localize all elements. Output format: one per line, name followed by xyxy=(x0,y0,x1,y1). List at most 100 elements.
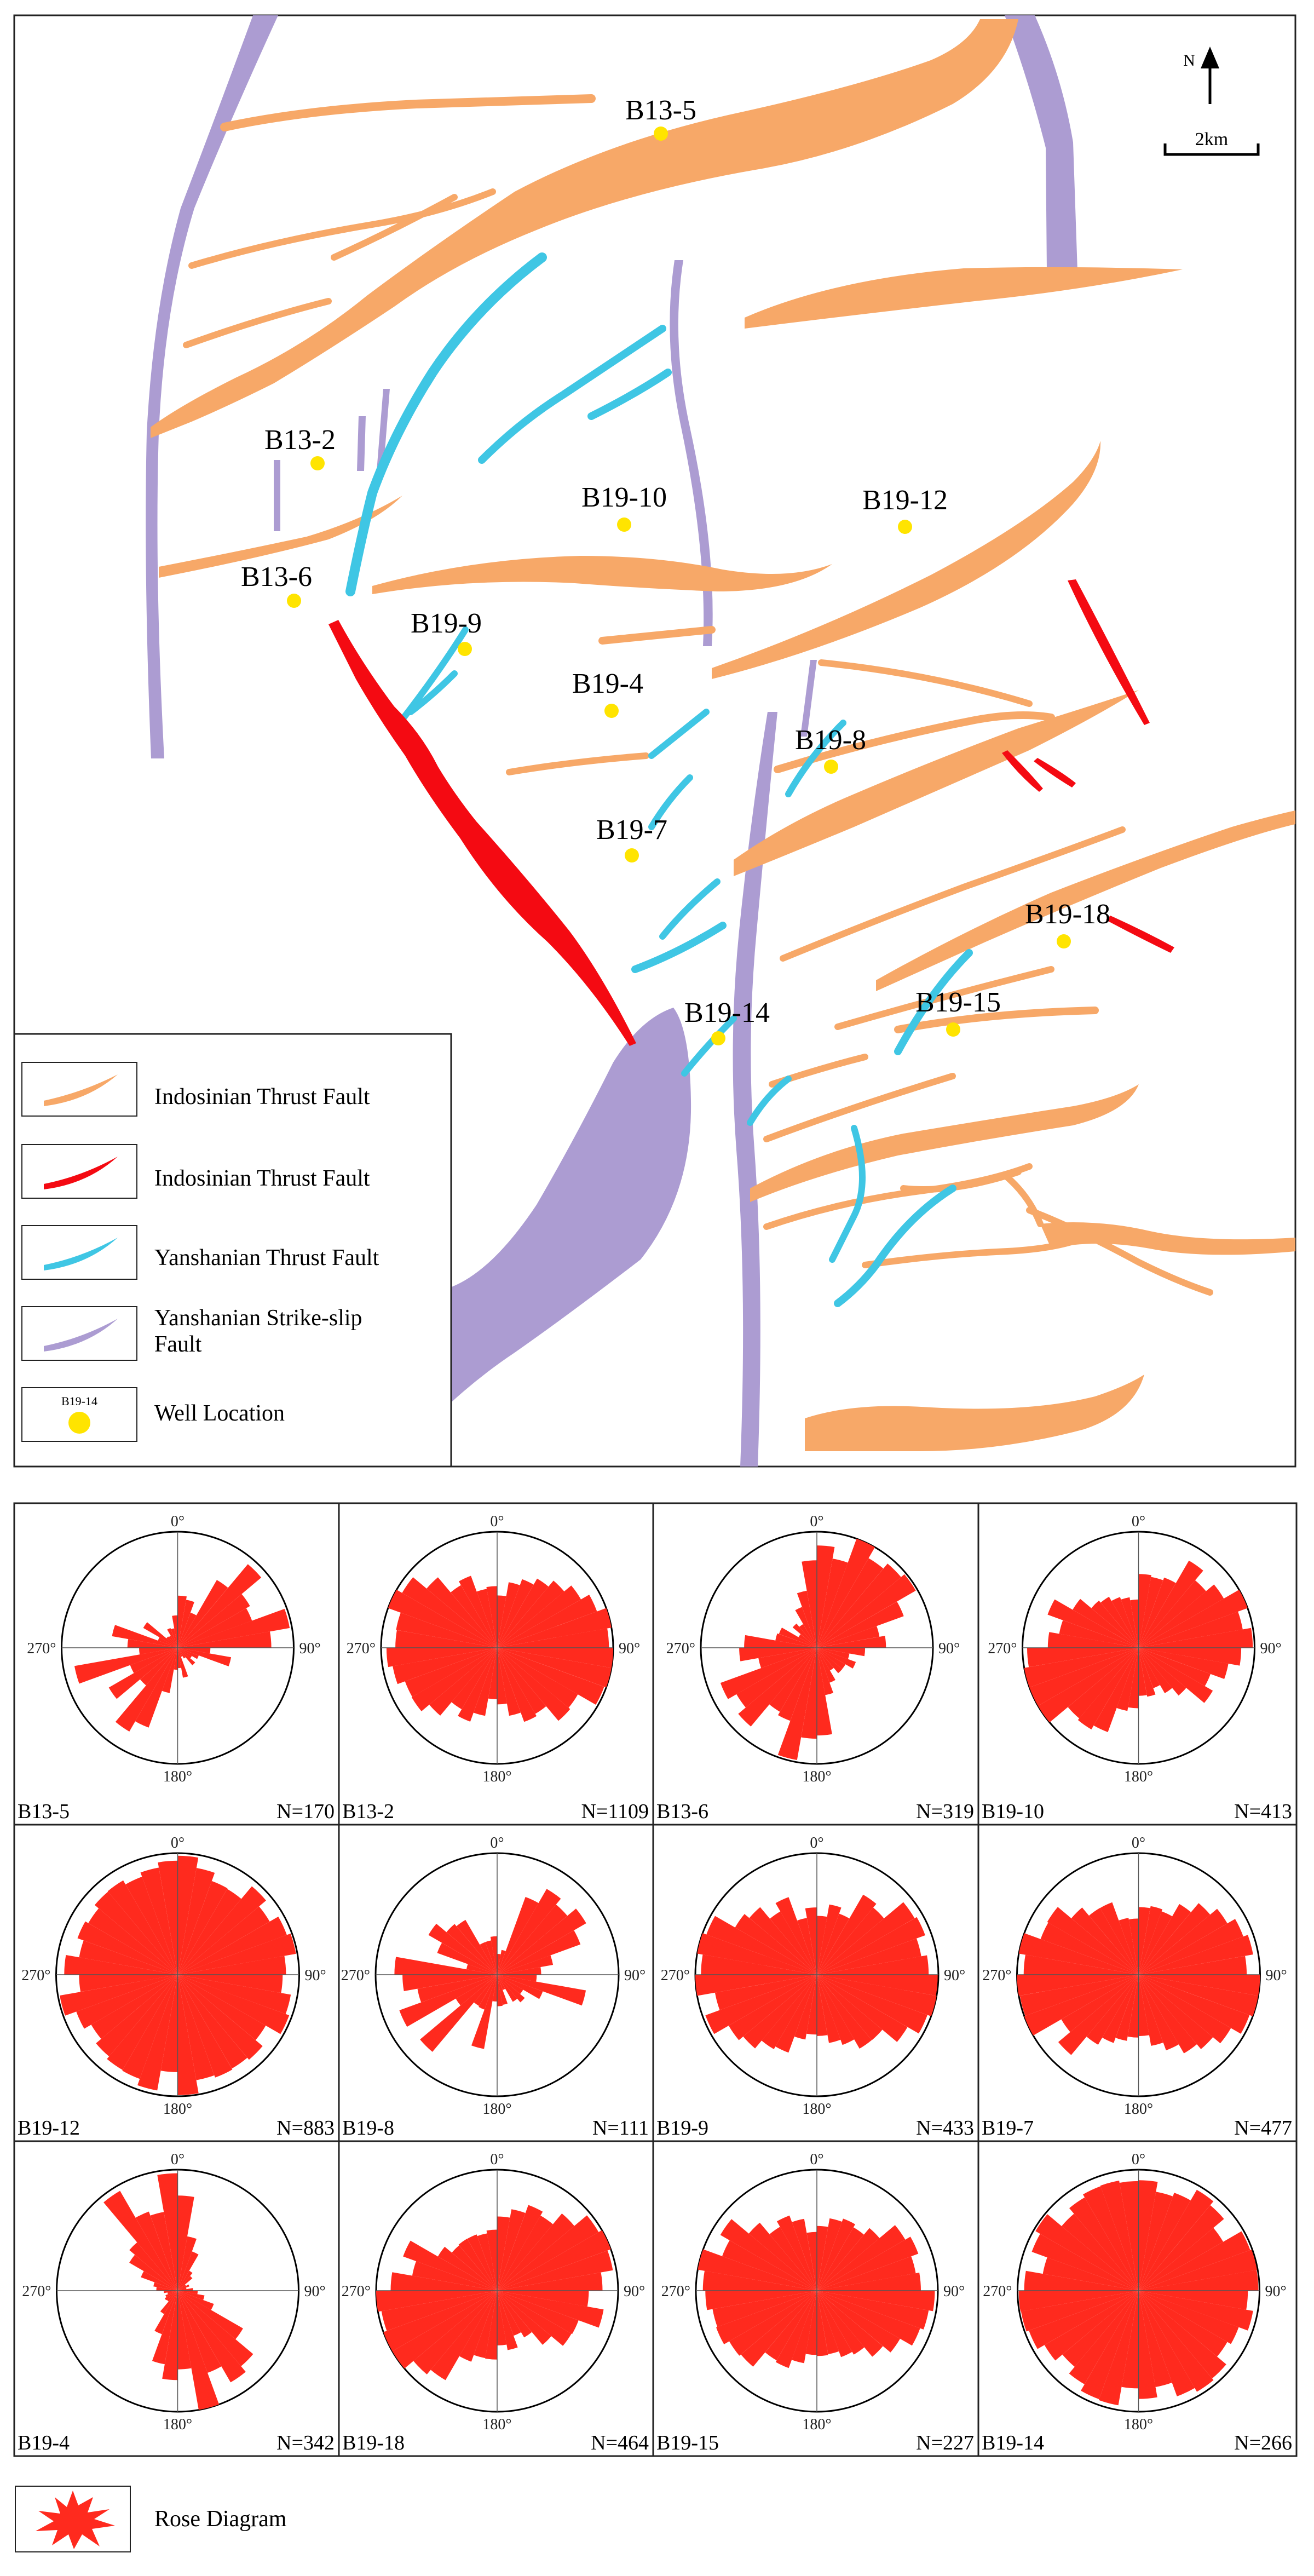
rose-petal xyxy=(497,1975,508,2005)
rose-petal xyxy=(467,2234,497,2291)
indosinian-red-faults xyxy=(328,579,1174,1046)
rose-petal xyxy=(801,1648,817,1739)
rose-petal xyxy=(1035,2214,1139,2291)
rose-angle-label: 90° xyxy=(1260,1640,1282,1657)
rose-petal xyxy=(1038,1648,1139,1723)
rose-count-label: N=433 xyxy=(916,2117,974,2140)
rose-petal xyxy=(479,1975,497,2010)
rose-diagram-b19-14: 0° 90° 180° 270° B19-14 N=266 xyxy=(982,2151,1292,2454)
rose-petal xyxy=(817,1563,901,1648)
rose-petal xyxy=(497,2291,518,2350)
rose-angle-label: 0° xyxy=(810,1835,823,1852)
rose-diagram-b19-9: 0° 90° 180° 270° B19-9 N=433 xyxy=(656,1835,974,2140)
rose-petal xyxy=(1089,1908,1139,1975)
rose-petal xyxy=(112,1625,178,1648)
rose-petal xyxy=(817,1558,884,1648)
well-marker-icon xyxy=(287,594,301,608)
rose-petal xyxy=(817,1938,921,1975)
rose-petal xyxy=(497,1648,537,1722)
rose-petal xyxy=(716,2291,817,2344)
cyan-fault-b19-14 xyxy=(681,1015,737,1077)
rose-petal xyxy=(775,2291,817,2368)
rose-petal xyxy=(451,1648,497,1710)
rose-petal xyxy=(1138,2231,1250,2291)
rose-petal xyxy=(1029,1648,1139,1706)
rose-petal xyxy=(497,2205,543,2291)
rose-angle-label: 270° xyxy=(983,2283,1012,2300)
legend-label-5: Well Location xyxy=(154,1401,285,1426)
rose-count-label: N=227 xyxy=(916,2431,974,2454)
rose-petal xyxy=(164,2291,178,2301)
rose-petal xyxy=(497,2213,574,2291)
cyan-fault-b19-7-low xyxy=(659,878,721,940)
rose-petal xyxy=(1128,1648,1139,1709)
rose-petal xyxy=(497,1904,568,1975)
rose-well-label: B13-6 xyxy=(656,1800,708,1823)
well-marker-icon xyxy=(458,642,472,656)
well-marker-icon xyxy=(898,520,912,534)
rose-petal xyxy=(177,1956,286,1975)
rose-petal xyxy=(817,2291,935,2312)
rose-petal xyxy=(817,1975,872,2049)
rose-petal xyxy=(1138,1903,1211,1975)
well-label: B19-4 xyxy=(572,668,643,699)
rose-angle-label: 270° xyxy=(27,1640,56,1657)
rose-petal xyxy=(153,2282,178,2291)
red-fault-east-1 xyxy=(1068,579,1150,725)
rose-petal xyxy=(1062,2213,1139,2291)
rose-petal xyxy=(115,1648,178,1732)
rose-petal xyxy=(172,1615,178,1648)
rose-petal xyxy=(1138,1975,1231,2044)
rose-petal xyxy=(705,1975,817,2034)
rose-petal xyxy=(817,2218,842,2291)
rose-angle-label: 180° xyxy=(482,1768,511,1785)
rose-petal xyxy=(779,1628,817,1648)
well-b19-10: B19-10 xyxy=(581,482,667,532)
rose-petal xyxy=(1138,1648,1147,1696)
rose-well-label: B19-15 xyxy=(656,2431,719,2454)
rose-petal xyxy=(137,1975,178,2091)
red-fault-swatch-icon xyxy=(44,1157,118,1189)
cyan-fault-b19-10 xyxy=(478,325,666,464)
rose-petal xyxy=(177,1648,181,1669)
rose-petal xyxy=(1138,1975,1163,2046)
rose-petal xyxy=(480,1942,497,1975)
strike-slip-fault-south-wedge xyxy=(452,1008,691,1402)
rose-petal xyxy=(1083,2186,1139,2291)
rose-petal xyxy=(171,1628,178,1648)
rose-petal xyxy=(805,2291,817,2355)
rose-petal xyxy=(177,2270,193,2291)
rose-petal xyxy=(795,1607,817,1648)
orange-thin-fault-5 xyxy=(331,194,458,261)
rose-petal xyxy=(738,1648,817,1727)
rose-petal xyxy=(497,1608,612,1648)
rose-petal xyxy=(770,1911,817,1975)
orange-thin-fault-4 xyxy=(183,298,332,348)
rose-petal xyxy=(497,1582,520,1648)
rose-angle-label: 180° xyxy=(1124,2101,1153,2118)
rose-petal xyxy=(720,1648,817,1699)
rose-petal xyxy=(1086,1975,1139,2045)
rose-petal xyxy=(1024,1648,1139,1688)
cyan-fault-north-inner xyxy=(423,286,508,387)
rose-angle-label: 90° xyxy=(1266,1967,1287,1984)
orange-fault-swatch-icon xyxy=(44,1074,118,1106)
rose-petal xyxy=(477,2233,497,2291)
north-arrow-label: N xyxy=(1183,51,1195,70)
rose-petal xyxy=(177,2291,198,2295)
rose-petal xyxy=(1119,2181,1139,2291)
rose-petal xyxy=(162,2291,178,2381)
rose-angle-label: 90° xyxy=(944,1967,965,1984)
rose-petal xyxy=(497,1930,581,1975)
rose-petal xyxy=(452,2245,497,2291)
well-marker-icon xyxy=(625,848,639,863)
rose-petal xyxy=(735,1914,817,1975)
rose-petal xyxy=(88,1908,178,1975)
rose-petal xyxy=(177,1648,199,1659)
rose-petal xyxy=(411,1648,497,1711)
rose-petal xyxy=(1138,1648,1156,1697)
rose-petal xyxy=(497,2291,589,2307)
rose-petal xyxy=(393,1648,497,1684)
rose-angle-label: 180° xyxy=(482,2101,511,2118)
rose-legend: Rose Diagram xyxy=(15,2486,287,2552)
